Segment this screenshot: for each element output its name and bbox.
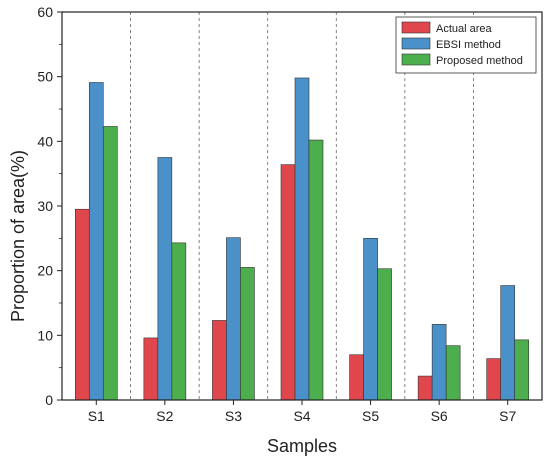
legend-label: Proposed method: [436, 55, 523, 67]
x-tick-label: S6: [431, 408, 448, 424]
plot-area: 0 10 20 30 40 50 60 S1 S2 S3 S4 S5 S6 S7: [37, 4, 543, 424]
x-tick-label: S4: [293, 408, 310, 424]
bar-s6-ebsi-method: [431, 324, 447, 401]
bar-s1-proposed-method: [102, 126, 118, 401]
y-tick-label: 30: [37, 198, 53, 214]
x-axis-title: Samples: [267, 436, 337, 456]
bar-s1-ebsi-method: [88, 82, 104, 401]
legend-label: Actual area: [436, 23, 493, 35]
bar-s5-proposed-method: [377, 268, 392, 401]
bar-s7-actual-area: [486, 358, 502, 401]
legend-label: EBSI method: [436, 39, 501, 51]
x-tick-label: S1: [88, 408, 105, 424]
bar-s3-actual-area: [212, 320, 227, 401]
y-axis-title: Proportion of area(%): [8, 150, 28, 322]
x-tick-label: S7: [499, 408, 516, 424]
bar-s4-ebsi-method: [294, 77, 310, 401]
bar-s5-ebsi-method: [363, 238, 378, 401]
x-tick-label: S5: [362, 408, 379, 424]
bar-s2-proposed-method: [171, 242, 187, 401]
y-tick-label: 20: [37, 263, 53, 279]
y-tick-label: 50: [37, 69, 53, 85]
bar-s7-ebsi-method: [500, 285, 516, 401]
legend-swatch: [401, 53, 431, 66]
bar-s6-proposed-method: [445, 345, 461, 401]
x-tick-label: S3: [225, 408, 242, 424]
y-tick-label: 10: [37, 327, 53, 343]
x-tick-label: S2: [156, 408, 173, 424]
bar-s6-actual-area: [417, 375, 433, 401]
bar-s3-ebsi-method: [226, 237, 241, 401]
bar-s4-proposed-method: [308, 139, 324, 401]
bar-s3-proposed-method: [240, 267, 255, 401]
legend-swatch: [401, 21, 431, 34]
y-tick-label: 60: [37, 4, 53, 20]
legend: Actual area EBSI method Proposed method: [395, 16, 537, 74]
legend-swatch: [401, 37, 431, 50]
bar-s1-actual-area: [74, 208, 90, 401]
bar-s2-ebsi-method: [157, 157, 173, 401]
bar-s4-actual-area: [280, 164, 296, 401]
y-tick-label: 0: [45, 392, 53, 408]
bar-s7-proposed-method: [514, 339, 530, 401]
bar-s2-actual-area: [143, 337, 159, 401]
y-tick-label: 40: [37, 133, 53, 149]
bar-s5-actual-area: [349, 354, 364, 401]
